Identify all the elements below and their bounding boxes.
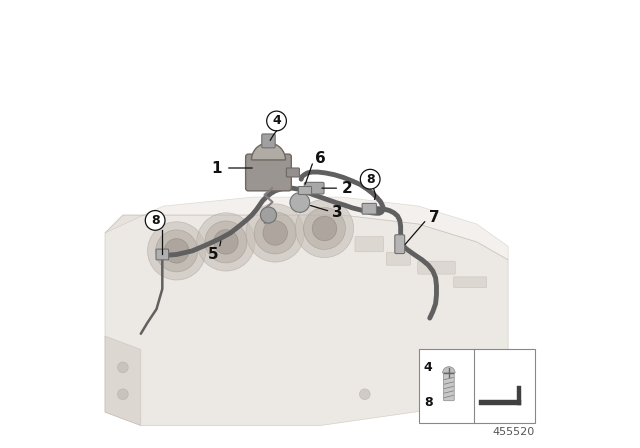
Circle shape	[312, 216, 337, 241]
Text: 4: 4	[272, 114, 281, 128]
Circle shape	[260, 207, 276, 223]
Text: 1: 1	[211, 160, 221, 176]
FancyBboxPatch shape	[156, 249, 168, 260]
FancyBboxPatch shape	[516, 386, 521, 405]
Polygon shape	[105, 197, 508, 260]
Text: 3: 3	[332, 205, 343, 220]
Text: 8: 8	[366, 172, 374, 186]
Circle shape	[360, 389, 370, 400]
Text: 6: 6	[315, 151, 326, 166]
Circle shape	[118, 362, 128, 373]
Circle shape	[148, 222, 206, 280]
FancyBboxPatch shape	[454, 277, 486, 288]
Text: 7: 7	[429, 210, 440, 225]
Polygon shape	[105, 336, 141, 426]
FancyBboxPatch shape	[419, 349, 535, 423]
Circle shape	[156, 230, 198, 272]
FancyBboxPatch shape	[395, 235, 404, 254]
Text: 8: 8	[424, 396, 433, 409]
Wedge shape	[252, 143, 285, 160]
FancyBboxPatch shape	[246, 154, 291, 191]
Wedge shape	[443, 366, 455, 373]
FancyBboxPatch shape	[287, 168, 300, 177]
Text: 2: 2	[342, 181, 352, 196]
Text: 455520: 455520	[493, 427, 535, 437]
Circle shape	[303, 207, 346, 250]
Circle shape	[214, 230, 238, 254]
FancyBboxPatch shape	[418, 261, 455, 274]
FancyBboxPatch shape	[479, 401, 521, 405]
Circle shape	[205, 221, 247, 263]
Circle shape	[197, 213, 255, 271]
Circle shape	[360, 169, 380, 189]
FancyBboxPatch shape	[298, 186, 311, 194]
Polygon shape	[105, 215, 508, 426]
FancyBboxPatch shape	[262, 134, 275, 148]
FancyBboxPatch shape	[387, 252, 410, 265]
Circle shape	[296, 199, 354, 258]
Text: 5: 5	[208, 247, 219, 262]
FancyBboxPatch shape	[362, 203, 376, 214]
FancyBboxPatch shape	[305, 182, 324, 194]
FancyBboxPatch shape	[444, 372, 454, 401]
Text: 4: 4	[424, 362, 433, 375]
Circle shape	[118, 389, 128, 400]
Circle shape	[263, 221, 287, 245]
Circle shape	[246, 204, 305, 262]
Circle shape	[290, 193, 310, 212]
Circle shape	[267, 111, 287, 131]
Circle shape	[145, 211, 165, 230]
Text: 8: 8	[151, 214, 159, 227]
Circle shape	[254, 212, 296, 254]
FancyBboxPatch shape	[355, 237, 383, 252]
Circle shape	[449, 398, 460, 409]
Circle shape	[164, 239, 189, 263]
